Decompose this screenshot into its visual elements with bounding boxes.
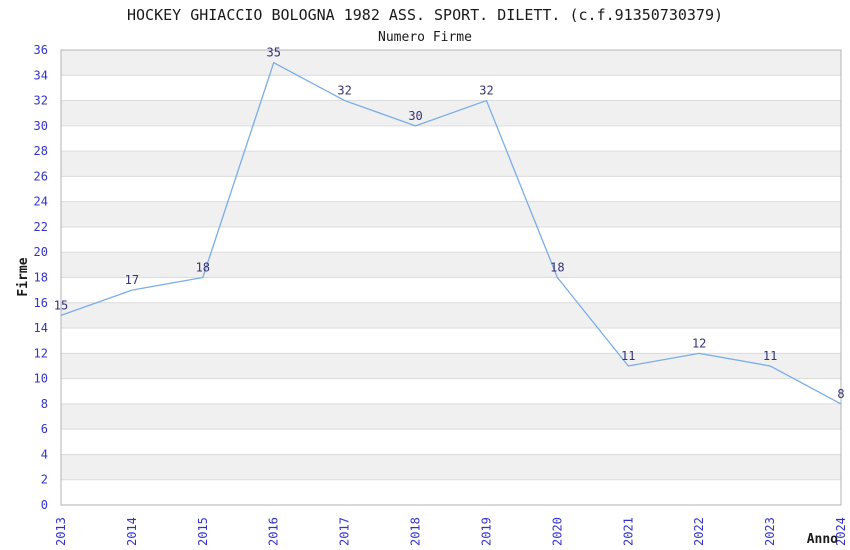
x-tick-label: 2019: [479, 517, 493, 546]
y-tick-label: 34: [34, 68, 48, 82]
x-tick-label: 2017: [338, 517, 352, 546]
plot-band: [61, 201, 841, 227]
data-point-label: 11: [621, 349, 635, 363]
plot-area: 1517183532303218111211802468101214161820…: [34, 43, 848, 546]
plot-band: [61, 252, 841, 278]
y-tick-label: 26: [34, 169, 48, 183]
y-tick-label: 12: [34, 346, 48, 360]
plot-band: [61, 50, 841, 76]
y-tick-label: 22: [34, 220, 48, 234]
chart-subtitle: Numero Firme: [378, 30, 472, 45]
plot-band: [61, 454, 841, 480]
data-point-label: 35: [267, 46, 281, 60]
x-axis-title: Anno: [807, 532, 838, 547]
y-tick-label: 30: [34, 119, 48, 133]
plot-band: [61, 403, 841, 430]
data-point-label: 18: [196, 261, 210, 275]
data-point-label: 17: [125, 273, 139, 287]
x-tick-label: 2014: [125, 517, 139, 546]
x-tick-label: 2015: [196, 517, 210, 546]
y-tick-label: 0: [41, 498, 48, 512]
data-point-label: 30: [408, 109, 422, 123]
data-point-label: 32: [479, 84, 493, 98]
x-tick-label: 2022: [692, 517, 706, 546]
data-point-label: 15: [54, 298, 68, 312]
chart-title: HOCKEY GHIACCIO BOLOGNA 1982 ASS. SPORT.…: [127, 6, 723, 24]
x-tick-label: 2021: [621, 517, 635, 546]
plot-band: [61, 151, 841, 177]
plot-band: [61, 353, 841, 379]
y-tick-label: 24: [34, 195, 48, 209]
y-tick-label: 32: [34, 94, 48, 108]
y-tick-label: 36: [34, 43, 48, 57]
y-tick-label: 20: [34, 245, 48, 259]
series-line: [60, 61, 842, 405]
x-tick-label: 2013: [54, 517, 68, 546]
y-tick-label: 18: [34, 271, 48, 285]
plot-band: [61, 302, 841, 329]
y-tick-label: 6: [41, 422, 48, 436]
data-point-label: 32: [337, 84, 351, 98]
y-tick-label: 16: [34, 296, 48, 310]
y-tick-label: 8: [41, 397, 48, 411]
x-tick-label: 2020: [550, 517, 564, 546]
y-tick-label: 14: [34, 321, 48, 335]
plot-border: [60, 49, 842, 506]
x-tick-label: 2024: [834, 517, 848, 546]
y-axis-title: Firme: [16, 257, 31, 296]
data-point-label: 12: [692, 336, 706, 350]
y-tick-label: 28: [34, 144, 48, 158]
data-point-label: 8: [837, 387, 844, 401]
data-point-label: 18: [550, 261, 564, 275]
x-tick-label: 2018: [409, 517, 423, 546]
data-point-label: 11: [763, 349, 777, 363]
y-tick-label: 10: [34, 372, 48, 386]
x-tick-label: 2016: [267, 517, 281, 546]
y-tick-label: 2: [41, 473, 48, 487]
x-tick-label: 2023: [763, 517, 777, 546]
y-tick-label: 4: [41, 447, 48, 461]
